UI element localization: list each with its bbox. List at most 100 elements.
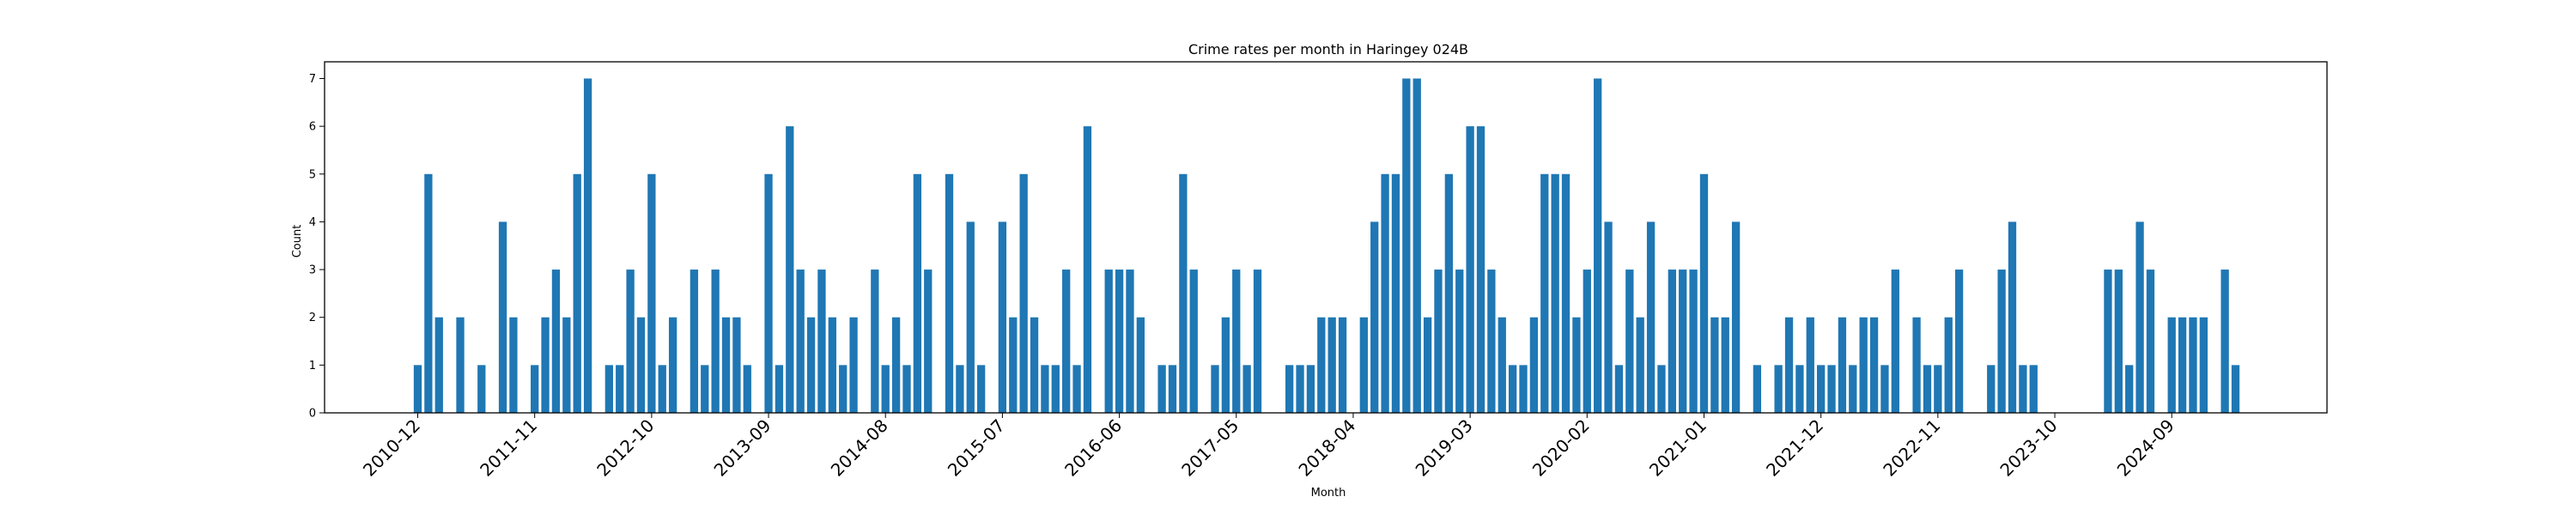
bar: [1827, 365, 1836, 413]
bar: [1009, 317, 1018, 413]
bar: [1402, 78, 1411, 413]
bar: [1434, 270, 1443, 413]
y-tick-label: 4: [309, 216, 316, 229]
bar: [1327, 317, 1336, 413]
bar: [881, 365, 890, 413]
y-ticks-group: 0 1 2 3 4 5 6 7: [309, 73, 325, 421]
bar: [806, 317, 816, 413]
bar: [2125, 365, 2134, 413]
bar: [2199, 317, 2208, 413]
bar: [1211, 365, 1219, 413]
bar: [1614, 365, 1624, 413]
y-tick-label: 3: [309, 264, 316, 277]
bar: [764, 173, 773, 413]
bar: [1508, 365, 1517, 413]
bar: [1923, 365, 1932, 413]
bar: [743, 365, 751, 413]
bar: [1944, 317, 1953, 413]
bar: [690, 270, 699, 413]
bar: [721, 317, 731, 413]
x-tick-label: 2014-08: [827, 415, 892, 481]
bar: [1157, 365, 1166, 413]
bar: [711, 270, 720, 413]
bar: [2114, 270, 2123, 413]
x-tick-label: 2013-09: [710, 415, 775, 481]
bar: [1498, 317, 1506, 413]
bar: [1795, 365, 1804, 413]
bar: [1136, 317, 1145, 413]
bar: [1934, 365, 1942, 413]
bar: [1051, 365, 1060, 413]
bar: [1338, 317, 1347, 413]
y-tick-label: 6: [309, 121, 316, 134]
plot-frame: [324, 61, 2328, 414]
bar: [424, 173, 433, 413]
bars-group: [413, 78, 2240, 413]
bar: [1030, 317, 1039, 413]
x-tick-label: 2023-10: [1996, 415, 2061, 481]
bar: [626, 270, 635, 413]
bar: [1699, 173, 1709, 413]
bar: [636, 317, 646, 413]
bar: [541, 317, 550, 413]
bar: [1604, 221, 1613, 413]
x-tick-label: 2021-01: [1645, 415, 1710, 481]
bar: [1636, 317, 1644, 413]
bar: [775, 365, 784, 413]
bar: [2008, 221, 2017, 413]
bar: [1242, 365, 1251, 413]
x-tick-label: 2021-12: [1762, 415, 1827, 481]
bar: [1221, 317, 1230, 413]
bar: [1880, 365, 1889, 413]
bar: [1232, 270, 1241, 413]
bar: [1062, 270, 1071, 413]
bar: [2019, 365, 2027, 413]
bar: [551, 270, 561, 413]
bar: [1306, 365, 1315, 413]
bar: [902, 365, 911, 413]
x-tick-label: 2018-04: [1294, 415, 1359, 481]
bar: [1657, 365, 1666, 413]
bar: [998, 221, 1007, 413]
bar: [658, 365, 666, 413]
bar: [817, 270, 826, 413]
bar: [1838, 317, 1847, 413]
bar: [1444, 173, 1454, 413]
y-axis-label: Count: [291, 225, 304, 258]
bar: [828, 317, 836, 413]
bar: [477, 365, 486, 413]
bar: [1721, 317, 1729, 413]
x-tick-label: 2019-03: [1412, 415, 1477, 481]
bar: [1455, 270, 1464, 413]
x-tick-label: 2024-09: [2113, 415, 2178, 481]
bar: [1540, 173, 1549, 413]
x-tick-label: 2012-10: [592, 415, 658, 481]
x-tick-label: 2017-05: [1177, 415, 1242, 481]
bar: [701, 365, 709, 413]
bar: [1413, 78, 1421, 413]
bar: [1296, 365, 1304, 413]
bar: [1179, 173, 1188, 413]
bar: [1891, 270, 1899, 413]
x-tick-label: 2016-06: [1060, 415, 1126, 481]
bar: [1668, 270, 1676, 413]
bar: [605, 365, 613, 413]
bar: [668, 317, 677, 413]
bar: [1019, 173, 1028, 413]
bar: [796, 270, 805, 413]
bar: [1041, 365, 1049, 413]
bar: [1625, 270, 1634, 413]
bar: [1104, 270, 1113, 413]
bar: [1806, 317, 1814, 413]
bar: [2104, 270, 2112, 413]
bar: [1083, 126, 1092, 413]
bar: [1817, 365, 1826, 413]
x-ticks-group: 2010-12 2011-11 2012-10 2013-09 2014-08 2015-…: [359, 413, 2178, 481]
bar: [871, 270, 879, 413]
bar: [562, 317, 571, 413]
bar: [1869, 317, 1879, 413]
bar: [1572, 317, 1581, 413]
bar: [1168, 365, 1177, 413]
bar: [945, 173, 954, 413]
